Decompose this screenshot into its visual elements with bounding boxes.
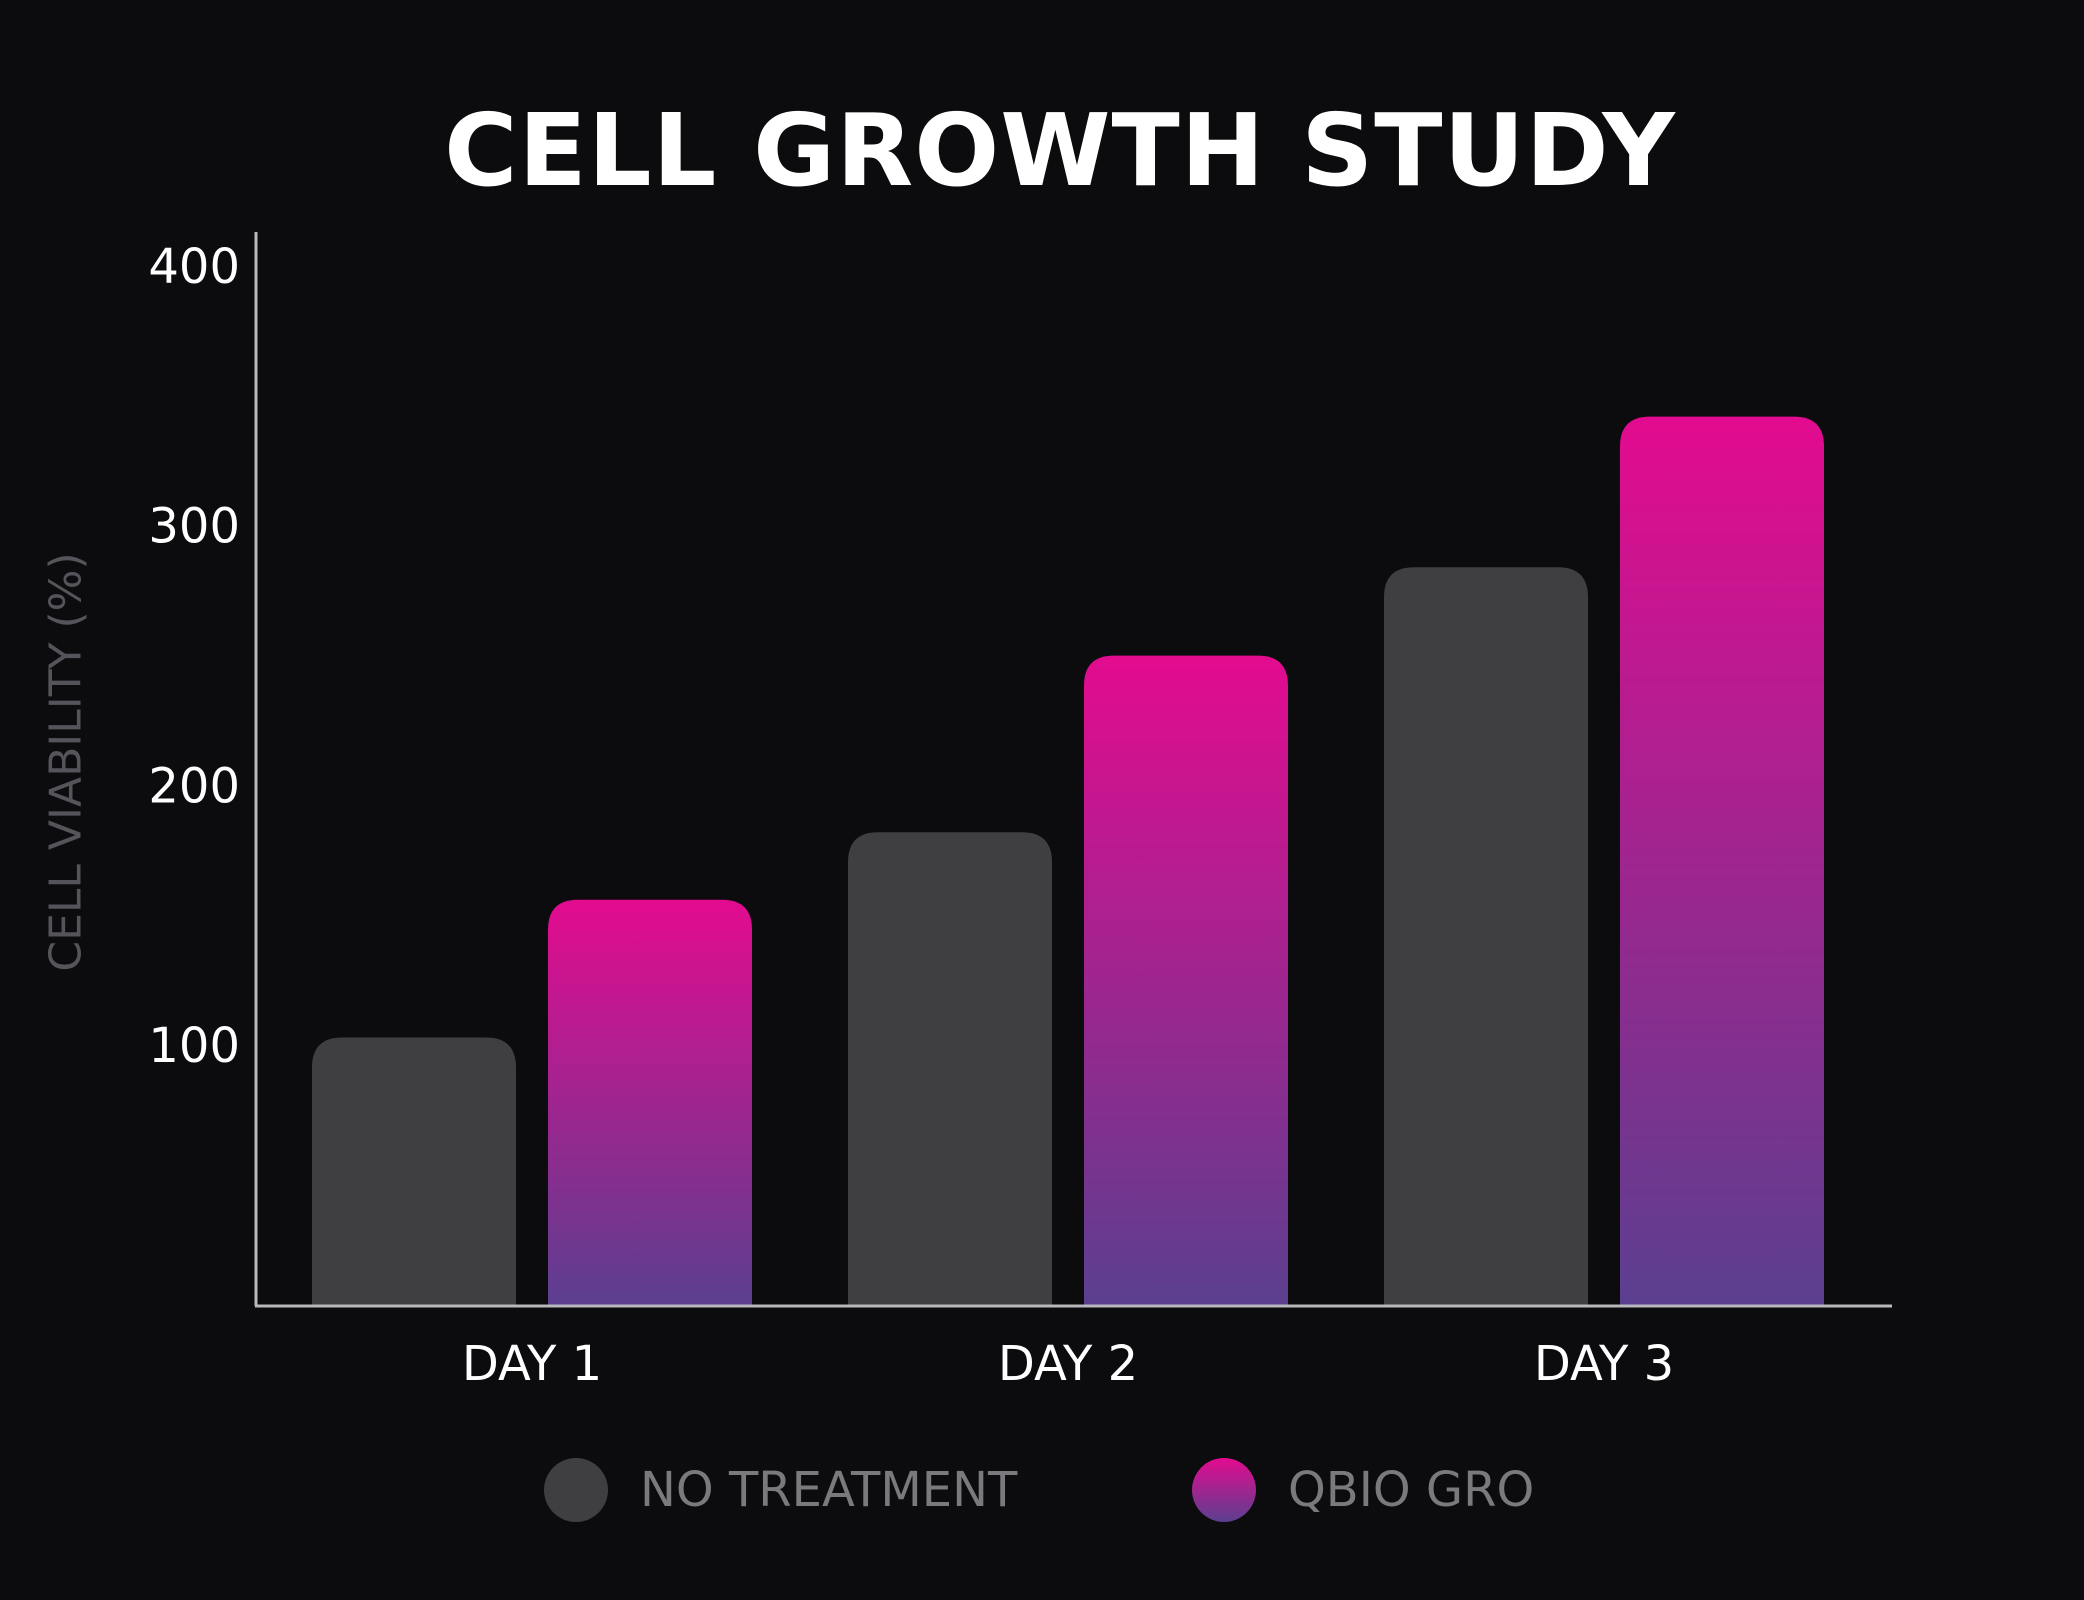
bar-qbio-gro-day-2: [1084, 655, 1288, 1305]
y-tick-label: 400: [148, 239, 240, 295]
legend-swatch-qbio-gro: [1192, 1458, 1256, 1522]
bar-no-treatment-day-3: [1384, 567, 1588, 1305]
bar-no-treatment-day-2: [848, 832, 1052, 1305]
y-tick-label: 100: [148, 1018, 240, 1074]
legend-label-no-treatment: NO TREATMENT: [640, 1462, 1018, 1518]
chart-title: CELL GROWTH STUDY: [444, 92, 1676, 209]
x-tick-label: DAY 3: [1534, 1336, 1674, 1392]
x-tick-label: DAY 1: [462, 1336, 602, 1392]
legend-item-no-treatment: NO TREATMENT: [544, 1458, 1017, 1522]
y-tick-label: 200: [148, 758, 240, 814]
bar-qbio-gro-day-1: [548, 899, 752, 1305]
legend-item-qbio-gro: QBIO GRO: [1192, 1458, 1534, 1522]
legend-swatch-no-treatment: [544, 1458, 608, 1522]
bar-no-treatment-day-1: [312, 1037, 516, 1305]
legend-label-qbio-gro: QBIO GRO: [1288, 1462, 1535, 1518]
bar-qbio-gro-day-3: [1620, 416, 1824, 1305]
y-tick-label: 300: [148, 499, 240, 555]
x-tick-label: DAY 2: [998, 1336, 1138, 1392]
